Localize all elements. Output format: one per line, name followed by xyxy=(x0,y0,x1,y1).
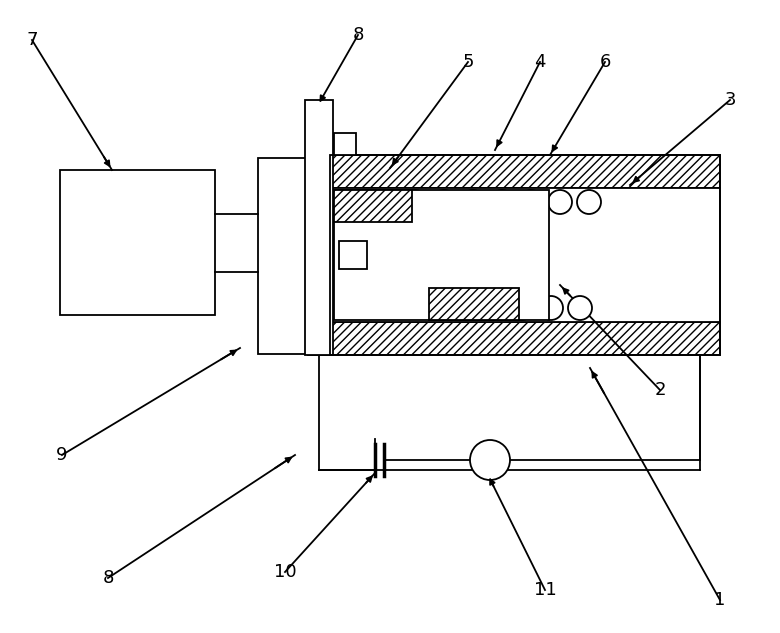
Circle shape xyxy=(510,296,534,320)
Text: 1: 1 xyxy=(714,591,725,609)
Circle shape xyxy=(461,190,485,214)
Bar xyxy=(330,322,720,355)
Circle shape xyxy=(452,296,476,320)
Text: 9: 9 xyxy=(56,446,68,464)
Text: 2: 2 xyxy=(654,381,666,399)
Text: 5: 5 xyxy=(463,53,473,71)
Text: 4: 4 xyxy=(534,53,546,71)
Bar xyxy=(429,288,519,320)
Circle shape xyxy=(432,190,456,214)
Circle shape xyxy=(519,190,543,214)
Bar xyxy=(60,170,215,315)
Text: 7: 7 xyxy=(27,31,37,49)
Bar xyxy=(330,155,720,188)
Bar xyxy=(339,241,367,269)
Circle shape xyxy=(548,190,572,214)
Circle shape xyxy=(577,190,601,214)
Text: 3: 3 xyxy=(725,91,736,109)
Circle shape xyxy=(490,190,514,214)
Bar xyxy=(258,158,308,354)
Text: 8: 8 xyxy=(353,26,363,44)
Circle shape xyxy=(423,296,447,320)
Text: 10: 10 xyxy=(274,563,296,581)
Bar xyxy=(330,155,720,355)
Circle shape xyxy=(568,296,592,320)
Text: 8: 8 xyxy=(102,569,114,587)
Circle shape xyxy=(470,440,510,480)
Bar xyxy=(334,133,356,155)
Text: 6: 6 xyxy=(599,53,611,71)
Bar xyxy=(330,188,720,322)
Bar xyxy=(308,155,333,355)
Bar xyxy=(334,190,549,320)
Circle shape xyxy=(403,190,427,214)
Text: 11: 11 xyxy=(534,581,556,599)
Circle shape xyxy=(481,296,505,320)
Bar xyxy=(305,100,333,355)
Circle shape xyxy=(539,296,563,320)
Bar xyxy=(334,190,412,222)
